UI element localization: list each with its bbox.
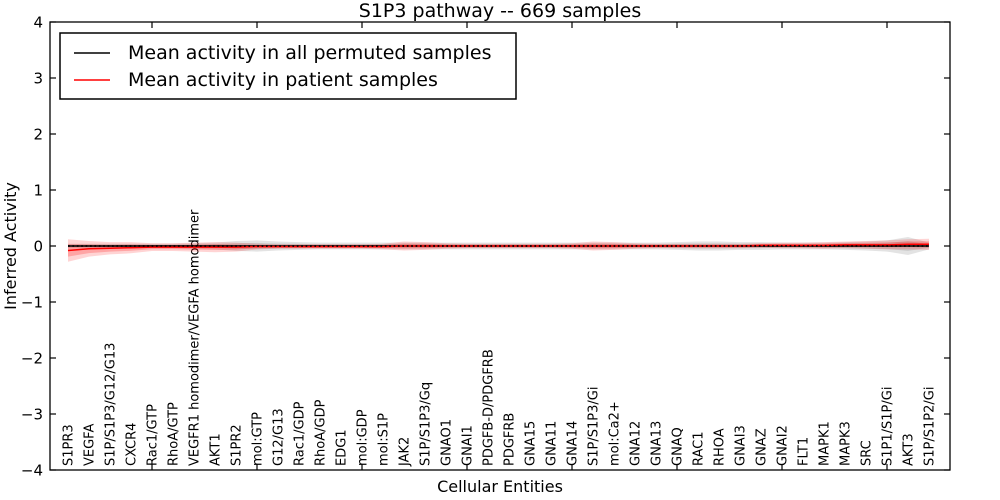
legend-label-permuted: Mean activity in all permuted samples — [128, 42, 491, 64]
x-tick-label: S1P/S1P3/Gi — [587, 387, 602, 466]
x-tick-label: VEGFA — [83, 424, 98, 466]
legend-box — [59, 32, 517, 100]
x-tick-label: RHOA — [713, 428, 728, 466]
x-tick-label: GNA15 — [524, 421, 539, 466]
y-tick-labels: −4 −3 −2 −1 0 1 2 3 4 — [21, 14, 43, 480]
x-tick-label: RAC1 — [692, 431, 707, 466]
y-tick-label: 2 — [33, 126, 43, 144]
x-tick-label: S1PR3 — [62, 424, 77, 466]
y-tick-label: −1 — [21, 294, 43, 312]
x-tick-label: PDGFRB — [503, 413, 518, 466]
x-tick-label: VEGFR1 homodimer/VEGFA homodimer — [188, 209, 203, 466]
x-tick-label: CXCR4 — [125, 423, 140, 466]
y-tick-label: −3 — [21, 406, 43, 424]
x-tick-label: GNAQ — [671, 427, 686, 466]
legend-label-patient: Mean activity in patient samples — [128, 69, 438, 91]
y-tick-label: 0 — [33, 238, 43, 256]
x-tick-label: mol:S1P — [377, 413, 392, 466]
x-tick-label: G12/G13 — [272, 408, 287, 466]
patient-band-inner — [68, 241, 929, 257]
x-tick-label: GNA11 — [545, 421, 560, 466]
x-axis-label: Cellular Entities — [437, 477, 563, 496]
patient-band-outer — [68, 238, 929, 262]
x-tick-label: GNAI2 — [776, 425, 791, 466]
x-tick-label: GNA12 — [629, 421, 644, 466]
x-tick-label: RhoA/GTP — [167, 402, 182, 466]
legend: Mean activity in all permuted samples Me… — [59, 32, 517, 100]
x-tick-label: AKT1 — [209, 433, 224, 466]
x-tick-label: mol:GDP — [356, 409, 371, 466]
x-tick-label: mol:Ca2+ — [608, 401, 623, 466]
x-tick-label: RhoA/GDP — [314, 399, 329, 466]
axes-frame-and-ticks — [49, 21, 951, 471]
x-tick-label: Rac1/GTP — [146, 404, 161, 466]
y-tick-label: −2 — [21, 350, 43, 368]
x-tick-label: FLT1 — [797, 437, 812, 466]
x-tick-label: GNAI1 — [461, 425, 476, 466]
x-tick-label: PDGFB-D/PDGFRB — [482, 349, 497, 466]
x-tick-label: MAPK1 — [818, 421, 833, 466]
mean-lines — [67, 243, 929, 252]
x-tick-label: S1P/S1P3/G12/G13 — [104, 343, 119, 466]
y-tick-label: −4 — [21, 462, 43, 480]
x-tick-label: S1P/S1P3/Gq — [419, 382, 434, 466]
x-tick-label: GNA14 — [566, 421, 581, 466]
x-tick-label: AKT3 — [902, 433, 917, 466]
x-tick-label: GNAO1 — [440, 419, 455, 466]
x-tick-label: JAK2 — [398, 437, 413, 467]
x-tick-label: S1PR2 — [230, 424, 245, 466]
y-tick-label: 3 — [33, 70, 43, 88]
y-tick-label: 4 — [33, 14, 43, 32]
x-tick-label: GNAI3 — [734, 425, 749, 466]
x-tick-label: mol:GTP — [251, 412, 266, 466]
x-tick-label: GNA13 — [650, 421, 665, 466]
x-tick-label: GNAZ — [755, 428, 770, 466]
x-tick-label: EDG1 — [335, 429, 350, 466]
y-tick-label: 1 — [33, 182, 43, 200]
x-tick-label: S1P/S1P2/Gi — [923, 387, 938, 466]
chart-title: S1P3 pathway -- 669 samples — [359, 0, 641, 22]
x-tick-label: S1P1/S1P/Gi — [881, 387, 896, 466]
x-tick-label: SRC — [860, 440, 875, 466]
x-tick-label: MAPK3 — [839, 421, 854, 466]
x-tick-labels: S1PR3 VEGFA S1P/S1P3/G12/G13 CXCR4 Rac1/GTP R… — [62, 209, 938, 467]
x-tick-label: Rac1/GDP — [293, 401, 308, 466]
y-axis-label: Inferred Activity — [1, 182, 20, 310]
